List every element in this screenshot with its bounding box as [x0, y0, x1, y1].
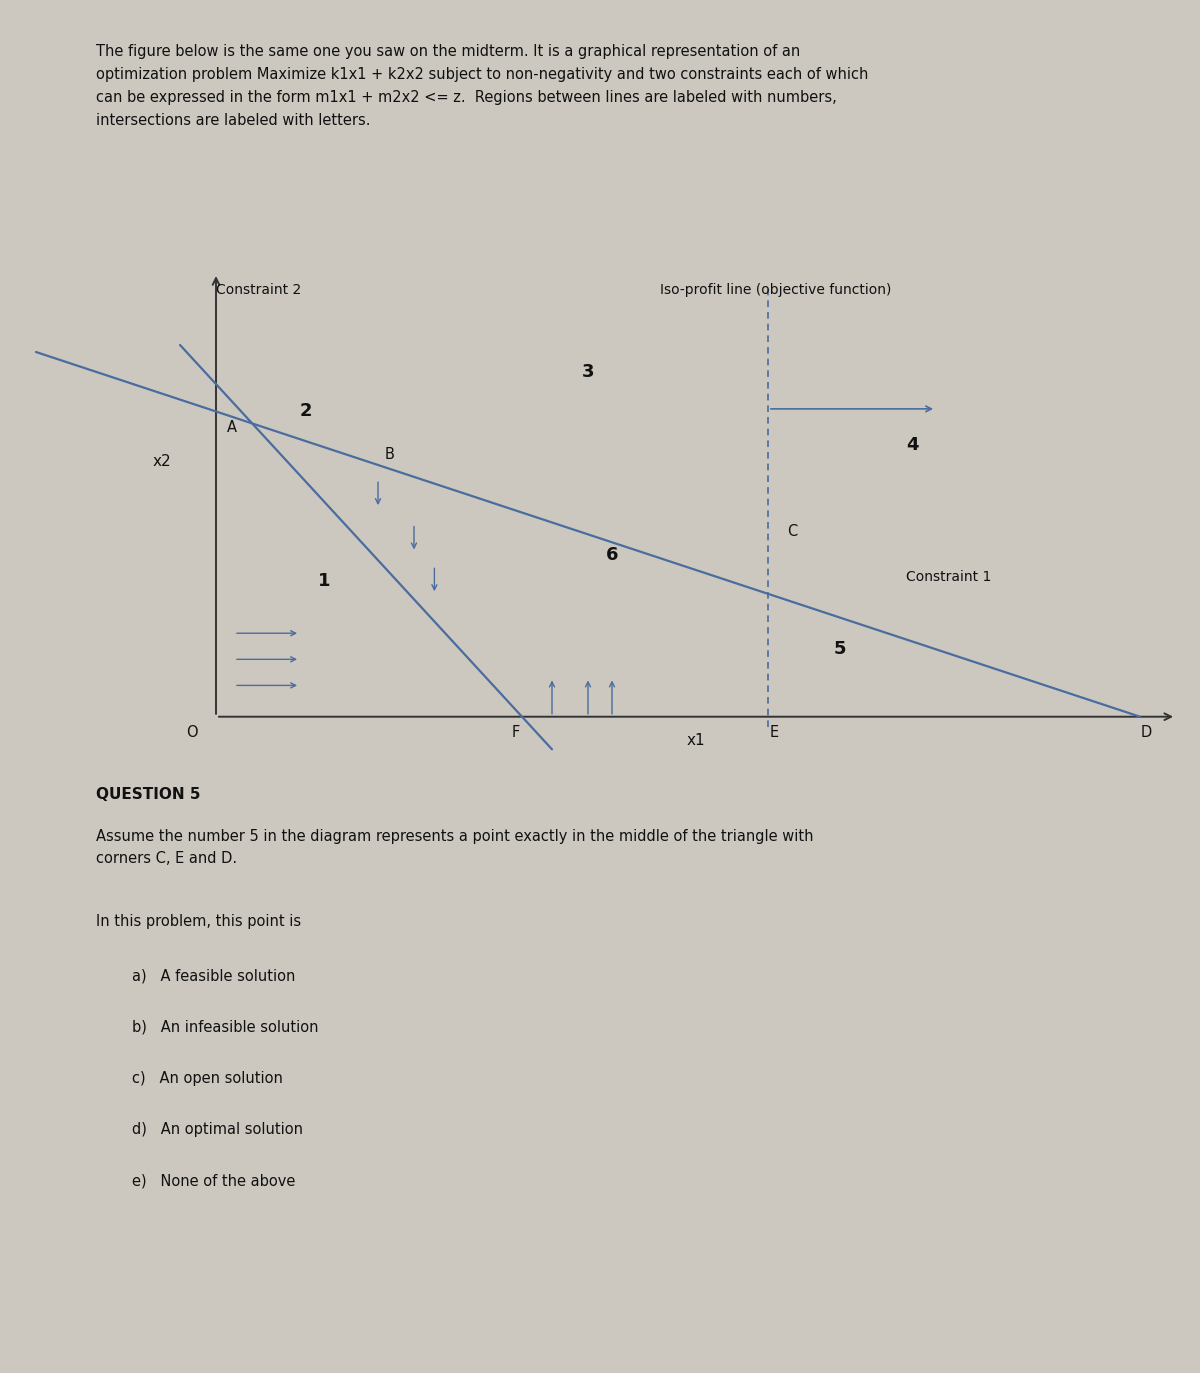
Text: Iso-profit line (objective function): Iso-profit line (objective function)	[660, 283, 892, 297]
Text: 4: 4	[906, 437, 918, 454]
Text: The figure below is the same one you saw on the midterm. It is a graphical repre: The figure below is the same one you saw…	[96, 44, 869, 128]
Text: x2: x2	[152, 454, 172, 470]
Text: Assume the number 5 in the diagram represents a point exactly in the middle of t: Assume the number 5 in the diagram repre…	[96, 829, 814, 866]
Text: F: F	[512, 725, 520, 740]
Text: 1: 1	[318, 573, 330, 590]
Text: 5: 5	[834, 640, 846, 658]
Text: b)   An infeasible solution: b) An infeasible solution	[132, 1020, 318, 1035]
Text: 3: 3	[582, 364, 594, 382]
Text: D: D	[1140, 725, 1152, 740]
Text: O: O	[186, 725, 198, 740]
Text: a)   A feasible solution: a) A feasible solution	[132, 968, 295, 983]
Text: e)   None of the above: e) None of the above	[132, 1174, 295, 1189]
Text: B: B	[385, 448, 395, 463]
Text: 2: 2	[300, 402, 312, 420]
Text: E: E	[769, 725, 779, 740]
Text: x1: x1	[686, 733, 706, 748]
Text: C: C	[787, 524, 797, 540]
Text: Constraint 1: Constraint 1	[906, 570, 991, 584]
Text: Constraint 2: Constraint 2	[216, 283, 301, 297]
Text: A: A	[227, 420, 236, 435]
Text: QUESTION 5: QUESTION 5	[96, 787, 200, 802]
Text: d)   An optimal solution: d) An optimal solution	[132, 1122, 302, 1137]
Text: In this problem, this point is: In this problem, this point is	[96, 914, 301, 930]
Text: c)   An open solution: c) An open solution	[132, 1071, 283, 1086]
Text: 6: 6	[606, 546, 618, 564]
